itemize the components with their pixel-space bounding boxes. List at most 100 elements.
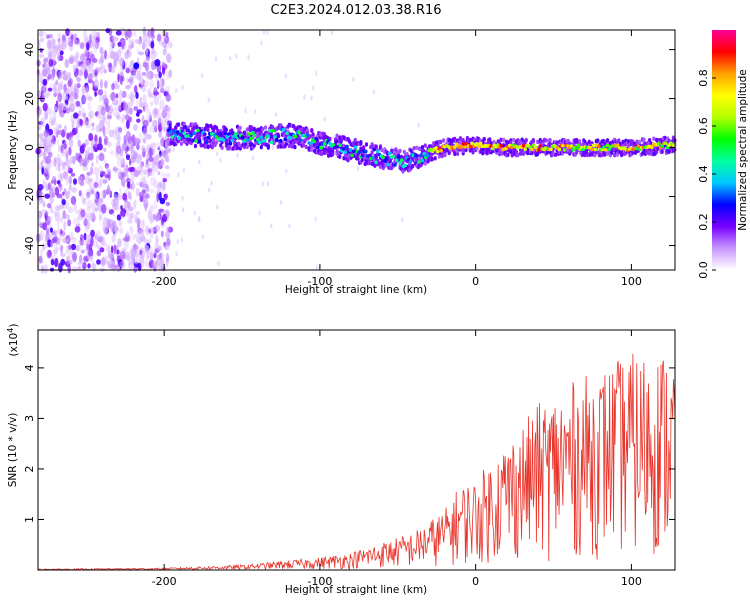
spectrogram-cell <box>331 143 336 147</box>
spectrogram-cell <box>42 222 48 231</box>
spectrogram-cell <box>95 230 102 240</box>
spectrogram-cell <box>158 117 162 126</box>
spectrogram-cell <box>150 27 155 36</box>
spectrogram-cell <box>112 212 116 217</box>
spectrogram-cell <box>92 261 96 270</box>
spectrogram-cell <box>129 61 132 69</box>
spectrogram-cell <box>385 151 390 156</box>
spectrogram-cell <box>79 234 84 240</box>
spectrogram-cell <box>140 228 145 235</box>
spectrogram-cell <box>261 181 265 187</box>
spectrogram-cell <box>381 155 385 160</box>
colorbar-gradient <box>712 30 736 270</box>
spectrogram-cell <box>68 146 72 156</box>
spectrogram-cell <box>577 139 582 144</box>
spectrogram-cell <box>78 175 84 185</box>
spectrogram-cell <box>131 181 135 190</box>
spectrogram-cell <box>135 211 141 216</box>
spectrogram-cell <box>80 63 86 70</box>
spectrogram-cell <box>116 114 121 120</box>
spectrogram-cell <box>47 215 53 221</box>
spectrogram-cell <box>77 39 81 46</box>
spectrogram-cell <box>76 59 80 70</box>
spectrogram-cell <box>401 217 404 223</box>
spectrogram-cell <box>154 126 158 133</box>
spectrogram-cell <box>57 71 61 80</box>
spectrogram-cell <box>343 150 348 155</box>
spectrogram-cell <box>481 151 485 156</box>
spectrogram-cell <box>143 198 149 209</box>
spectrogram-cell <box>271 128 276 133</box>
spectrogram-cell <box>273 135 277 139</box>
spectrogram-cell <box>79 42 85 49</box>
spectrogram-cell <box>165 230 171 239</box>
spectrogram-cell <box>147 248 151 256</box>
spectrogram-cell <box>49 115 52 123</box>
chart-title: C2E3.2024.012.03.38.R16 <box>270 3 441 18</box>
spectrogram-cell <box>77 69 84 77</box>
spectrogram-cell <box>65 234 71 245</box>
spectrogram-cell <box>43 166 50 174</box>
spectrogram-cell <box>127 181 131 189</box>
spectrogram-cell <box>402 149 406 155</box>
spectrogram-cell <box>105 118 111 126</box>
spectrogram-cell <box>415 153 420 158</box>
spectrogram-cell <box>45 234 48 243</box>
spectrogram-cell <box>57 92 63 103</box>
spectrogram-cell <box>130 227 134 236</box>
spectrogram-cell <box>331 151 335 157</box>
spectrogram-cell <box>42 243 45 251</box>
spectrogram-cell <box>196 128 200 133</box>
spectrogram-cell <box>44 109 48 119</box>
spectrogram-cell <box>617 138 621 143</box>
spectrogram-cell <box>336 150 340 155</box>
spectrogram-cell <box>230 138 234 143</box>
y-tick-label: 4 <box>23 364 36 371</box>
spectrogram-cell <box>53 104 57 111</box>
spectrogram-cell <box>270 223 273 229</box>
spectrogram-cell <box>195 125 199 130</box>
spectrogram-cell <box>137 262 142 272</box>
spectrogram-cell <box>177 136 181 140</box>
spectrogram-cell <box>97 143 103 151</box>
spectrogram-cell <box>39 53 45 58</box>
spectrogram-cell <box>62 171 68 180</box>
spectrogram-cell <box>158 71 162 79</box>
spectrogram-cell <box>89 53 95 62</box>
x-tick-label: -200 <box>152 275 177 288</box>
spectrogram-cell <box>45 156 52 165</box>
spectrogram-cell <box>460 144 464 149</box>
spectrogram-cell <box>84 59 91 70</box>
spectrogram-cell <box>142 33 148 42</box>
spectrogram-cell <box>68 138 74 148</box>
spectrogram-cell <box>156 81 162 88</box>
spectrogram-cell <box>156 212 162 221</box>
colorbar-tick-label: 0.0 <box>697 261 710 279</box>
spectrogram-cell <box>85 57 91 67</box>
spectrogram-cell <box>152 259 158 270</box>
spectrogram-cell <box>660 149 664 154</box>
spectrogram-cell <box>57 53 61 62</box>
spectrogram-cell <box>94 192 99 201</box>
spectrogram-cell <box>59 172 63 183</box>
spectrogram-cell <box>159 88 165 94</box>
spectrogram-cell <box>128 38 132 48</box>
spectrogram-cell <box>136 71 142 81</box>
spectrogram-cell <box>538 144 543 148</box>
spectrogram-cell <box>613 153 617 158</box>
spectrogram-cell <box>259 135 264 139</box>
spectrogram-cell <box>166 106 171 113</box>
spectrogram-cell <box>65 244 69 255</box>
spectrogram-cell <box>235 145 240 151</box>
spectrogram-cell <box>557 147 562 152</box>
spectrogram-cell <box>353 137 357 143</box>
spectrogram-cell <box>112 99 119 106</box>
spectrogram-cell <box>70 100 77 110</box>
spectrogram-cell <box>54 257 59 268</box>
spectrogram-cell <box>82 165 89 171</box>
spectrogram-cell <box>113 97 117 106</box>
spectrogram-cell <box>58 102 64 113</box>
spectrogram-cell <box>84 139 89 146</box>
spectrogram-cell <box>98 89 104 96</box>
spectrogram-cell <box>121 76 125 82</box>
